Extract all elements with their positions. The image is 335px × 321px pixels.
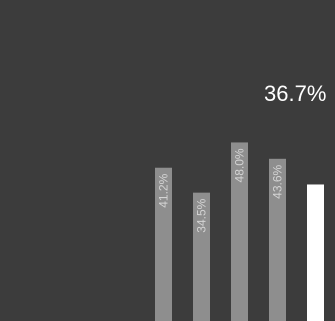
bar-1 [155, 167, 172, 321]
bar-2 [193, 192, 210, 321]
bar-value-label-2: 34.5% [195, 198, 209, 232]
bar-value-label-3: 48.0% [233, 148, 247, 182]
bar-4 [269, 158, 286, 321]
headline-value-label: 36.7% [264, 81, 326, 106]
bar-3 [231, 142, 248, 321]
bar-value-label-4: 43.6% [271, 164, 285, 198]
highlight-bar [307, 184, 324, 321]
bar-value-label-1: 41.2% [157, 173, 171, 207]
